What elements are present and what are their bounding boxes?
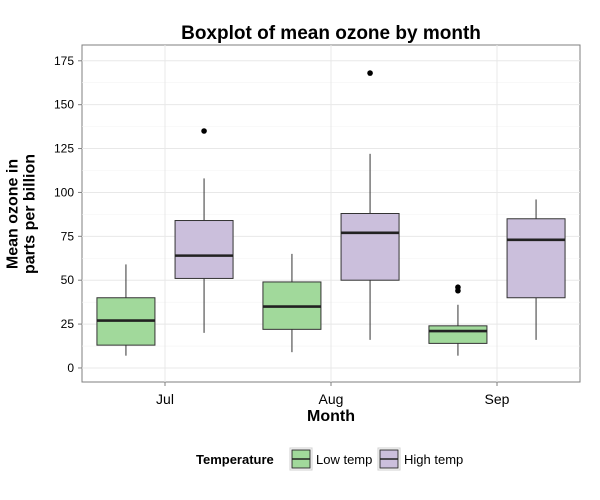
box-high-temp-sep [506, 199, 566, 340]
legend-title: Temperature [196, 452, 274, 467]
box-body [174, 220, 234, 279]
y-tick-label: 25 [61, 317, 75, 331]
box-body [506, 218, 566, 299]
y-axis-title-line: Mean ozone in [5, 159, 22, 269]
x-axis-title: Month [307, 408, 355, 425]
y-tick-label: 50 [61, 273, 75, 287]
x-tick-label: Jul [156, 391, 174, 407]
box-high-temp-aug [340, 70, 400, 340]
y-tick-label: 125 [54, 142, 74, 156]
outlier-point [367, 70, 373, 76]
y-tick-label: 0 [67, 361, 74, 375]
box-low-temp-jul [96, 264, 156, 356]
y-axis: 0 25 50 75 100 125 150 175 [54, 54, 82, 375]
y-tick-label: 150 [54, 98, 74, 112]
box-body [428, 325, 488, 344]
grid-lines [82, 45, 580, 382]
box-series [96, 70, 566, 356]
box-low-temp-aug [262, 253, 322, 353]
box-body [340, 213, 400, 281]
legend-item-high-temp: High temp [377, 447, 463, 471]
chart-title: Boxplot of mean ozone by month [181, 23, 481, 44]
legend-label: High temp [404, 452, 463, 467]
y-tick-label: 75 [61, 229, 75, 243]
box-high-temp-jul [174, 128, 234, 333]
legend: Temperature Low temp High temp [196, 447, 463, 471]
outlier-point [455, 284, 461, 291]
box-low-temp-sep [428, 284, 488, 356]
y-axis-title-line: parts per billion [22, 154, 39, 274]
legend-label: Low temp [316, 452, 372, 467]
y-tick-label: 100 [54, 185, 74, 199]
x-tick-label: Aug [319, 391, 344, 407]
x-axis: Jul Aug Sep [156, 382, 510, 407]
legend-item-low-temp: Low temp [289, 447, 372, 471]
x-tick-label: Sep [485, 391, 510, 407]
outlier-point [201, 128, 207, 134]
y-axis-title: Mean ozone inparts per billion [5, 154, 39, 274]
y-tick-label: 175 [54, 54, 74, 68]
